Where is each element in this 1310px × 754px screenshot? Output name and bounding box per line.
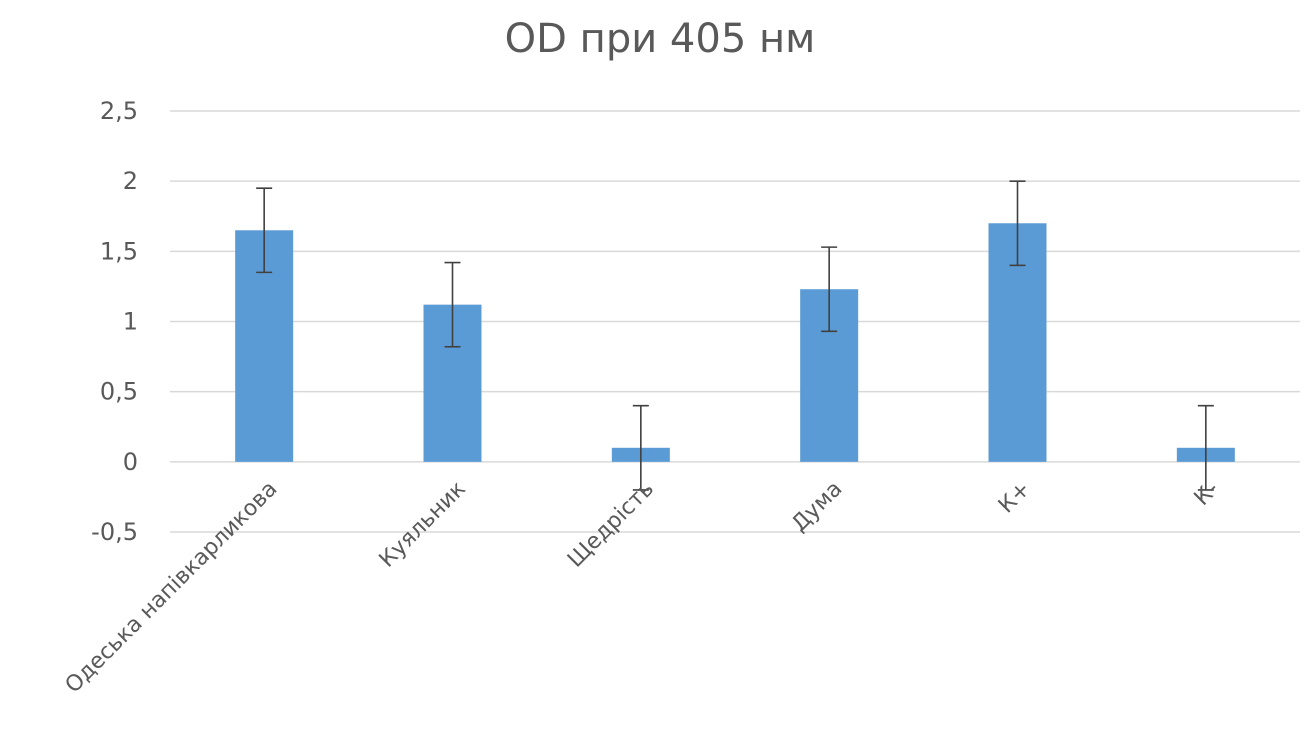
x-tick-label: Одеська напівкарликова <box>61 477 283 699</box>
gridlines <box>170 110 1300 533</box>
error-bar <box>256 187 273 274</box>
error-bar <box>444 261 461 348</box>
error-bar <box>632 404 649 491</box>
y-tick-label: 2 <box>123 167 138 195</box>
x-axis-tick-labels: Одеська напівкарликова Куяльник Щедрість Ду… <box>61 477 1224 699</box>
x-tick-label: К+ <box>994 477 1036 519</box>
y-axis-tick-labels: 2,5 2 1,5 1 0,5 0 -0,5 <box>91 97 138 546</box>
x-tick-label: Щедрість <box>563 477 659 573</box>
error-bar <box>1197 404 1214 491</box>
y-tick-label: 1,5 <box>100 237 138 265</box>
y-tick-label: -0,5 <box>91 518 138 546</box>
error-bars <box>256 180 1214 491</box>
error-bar <box>1009 180 1026 267</box>
y-tick-label: 0 <box>123 448 138 476</box>
x-tick-label: Куяльник <box>375 477 471 573</box>
chart-title: OD при 405 нм <box>505 16 816 62</box>
y-tick-label: 0,5 <box>100 378 138 406</box>
x-tick-label: К- <box>1190 477 1224 511</box>
bars <box>235 223 1235 462</box>
error-bar <box>821 246 838 333</box>
x-tick-label: Дума <box>787 477 847 537</box>
y-tick-label: 1 <box>123 308 138 336</box>
y-tick-label: 2,5 <box>100 97 138 125</box>
